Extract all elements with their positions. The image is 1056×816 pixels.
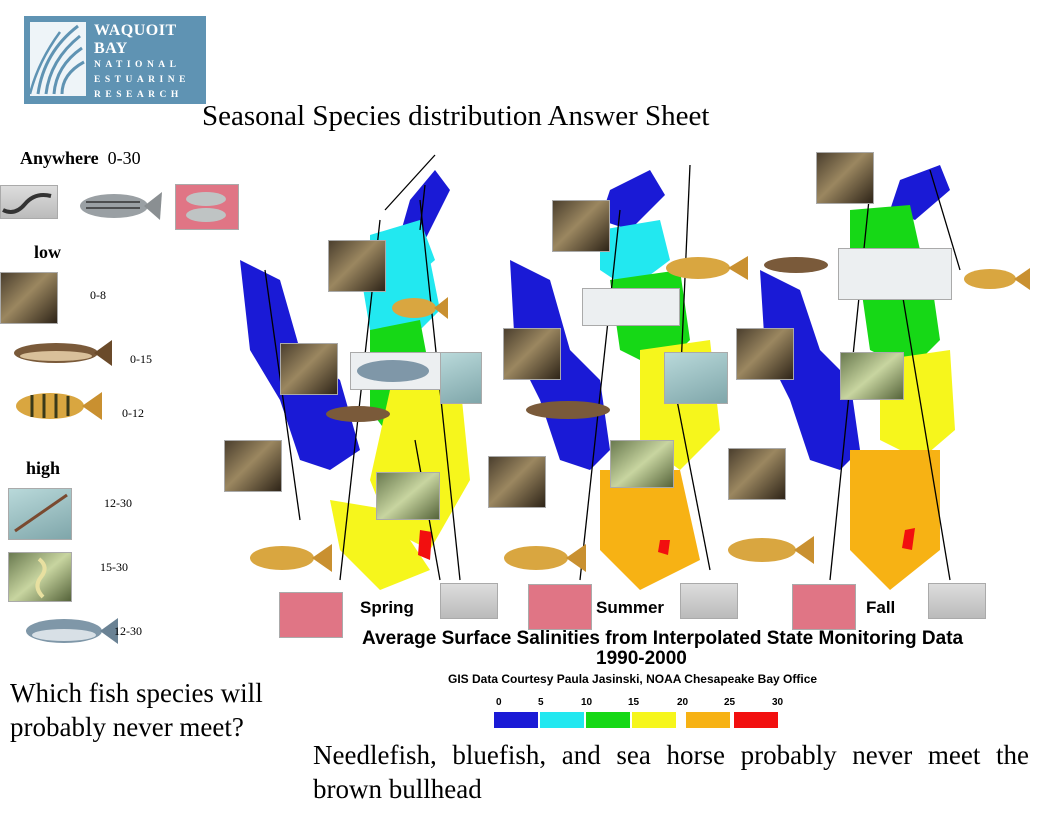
needlefish-icon bbox=[664, 352, 728, 404]
range-catfish: 0-15 bbox=[130, 352, 152, 366]
map-credit: GIS Data Courtesy Paula Jasinski, NOAA C… bbox=[448, 672, 818, 686]
scale-swatch bbox=[586, 712, 630, 728]
yellow-perch-icon bbox=[722, 530, 814, 570]
range-needlefish: 12-30 bbox=[104, 496, 132, 510]
range-sea-horse: 15-30 bbox=[100, 560, 128, 574]
scale-tick: 0 bbox=[496, 697, 502, 708]
yellow-perch-icon bbox=[388, 292, 448, 324]
season-label-fall: Fall bbox=[866, 598, 896, 617]
scale-tick: 15 bbox=[628, 697, 640, 708]
brown-bullhead-icon bbox=[816, 152, 874, 204]
range-bullhead: 0-8 bbox=[90, 288, 106, 302]
scale-tick: 30 bbox=[772, 697, 784, 708]
hogchoker-icon bbox=[279, 592, 343, 638]
question-text: Which fish species will probably never m… bbox=[10, 678, 263, 742]
range-perch: 0-12 bbox=[122, 406, 144, 420]
low-label: low bbox=[34, 242, 61, 262]
bluefish-icon bbox=[350, 352, 448, 390]
high-label: high bbox=[26, 458, 61, 478]
yellow-perch-icon bbox=[498, 538, 586, 578]
hogchoker-icon bbox=[528, 584, 592, 630]
salinity-maps bbox=[240, 154, 961, 590]
eel-icon bbox=[928, 583, 986, 619]
sea-horse-icon bbox=[840, 352, 904, 400]
eel-icon bbox=[680, 583, 738, 619]
scale-swatch bbox=[494, 712, 538, 728]
sea-horse-icon bbox=[8, 552, 72, 602]
scale-swatch bbox=[686, 712, 730, 728]
reeds-icon bbox=[30, 22, 86, 96]
bluefish-icon bbox=[838, 248, 952, 300]
brown-bullhead-icon bbox=[488, 456, 546, 508]
white-catfish-icon bbox=[760, 250, 840, 280]
striped-bass-icon bbox=[74, 186, 162, 226]
eel-icon bbox=[0, 185, 58, 219]
sea-horse-icon bbox=[610, 440, 674, 488]
scale-swatch bbox=[632, 712, 676, 728]
yellow-perch-icon bbox=[10, 386, 102, 426]
needlefish-icon bbox=[440, 352, 482, 404]
waquoit-bay-logo: WAQUOIT BAY NATIONAL ESTUARINE RESEARCH … bbox=[24, 16, 206, 115]
map-caption: Average Surface Salinities from Interpol… bbox=[362, 628, 964, 649]
bluefish-icon bbox=[582, 288, 680, 326]
sea-horse-icon bbox=[376, 472, 440, 520]
hogchoker-icon bbox=[792, 584, 856, 630]
scale-tick: 5 bbox=[538, 697, 544, 708]
page-title: Seasonal Species distribution Answer She… bbox=[202, 100, 710, 132]
scale-swatch bbox=[540, 712, 584, 728]
scale-swatch bbox=[734, 712, 778, 728]
brown-bullhead-icon bbox=[0, 272, 58, 324]
needlefish-icon bbox=[8, 488, 72, 540]
scale-tick: 25 bbox=[724, 697, 736, 708]
yellow-perch-icon bbox=[660, 250, 748, 286]
brown-bullhead-icon bbox=[728, 448, 786, 500]
answer-text: Needlefish, bluefish, and sea horse prob… bbox=[313, 740, 1029, 804]
brown-bullhead-icon bbox=[503, 328, 561, 380]
bluefish-icon bbox=[22, 612, 118, 650]
brown-bullhead-icon bbox=[224, 440, 282, 492]
range-bluefish: 12-30 bbox=[114, 624, 142, 638]
white-catfish-icon bbox=[322, 400, 402, 428]
anywhere-label: Anywhere 0-30 bbox=[20, 148, 141, 168]
brown-bullhead-icon bbox=[736, 328, 794, 380]
brown-bullhead-icon bbox=[328, 240, 386, 292]
season-label-summer: Summer bbox=[596, 598, 665, 617]
eel-icon bbox=[440, 583, 498, 619]
brown-bullhead-icon bbox=[280, 343, 338, 395]
brown-bullhead-icon bbox=[552, 200, 610, 252]
logo-text: WAQUOIT BAY NATIONAL ESTUARINE RESEARCH … bbox=[94, 22, 190, 115]
season-label-spring: Spring bbox=[360, 598, 414, 617]
map-years: 1990-2000 bbox=[596, 648, 687, 669]
yellow-perch-icon bbox=[960, 264, 1030, 294]
white-catfish-icon bbox=[8, 336, 112, 370]
yellow-perch-icon bbox=[244, 538, 332, 578]
scale-tick: 20 bbox=[677, 697, 689, 708]
scale-tick: 10 bbox=[581, 697, 593, 708]
white-catfish-icon bbox=[520, 394, 626, 426]
hogchoker-icon bbox=[175, 184, 239, 230]
